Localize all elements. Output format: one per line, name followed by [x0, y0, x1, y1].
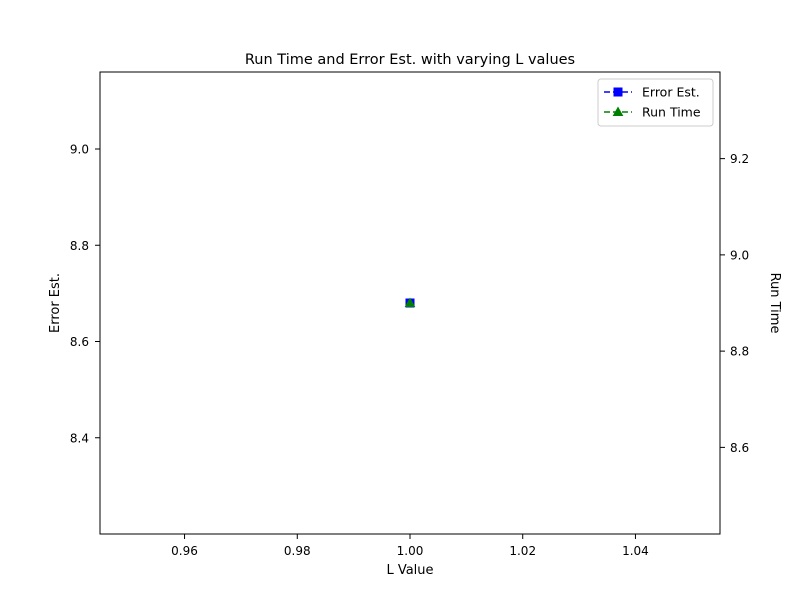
- plot-area: [404, 297, 416, 308]
- legend-box: [597, 78, 714, 127]
- x-tick-label: 0.96: [171, 544, 198, 558]
- right-y-axis-label: Run Time: [767, 273, 782, 334]
- legend-marker: [613, 87, 623, 97]
- x-tick-label: 1.02: [509, 544, 536, 558]
- right-y-tick-label: 9.0: [730, 248, 749, 262]
- legend: Error Est. Run Time: [597, 78, 714, 127]
- legend-label: Error Est.: [642, 85, 700, 100]
- legend-entries: Error Est. Run Time: [604, 85, 701, 120]
- left-y-tick-label: 8.8: [70, 239, 89, 253]
- right-y-tick-label: 8.8: [730, 345, 749, 359]
- x-tick-label: 0.98: [284, 544, 311, 558]
- right-y-axis-ticks: 8.6 8.8 9.0 9.2: [720, 152, 749, 455]
- left-y-axis-label: Error Est.: [48, 273, 63, 333]
- legend-label: Run Time: [642, 105, 701, 120]
- left-y-axis-ticks: 8.4 8.6 8.8 9.0: [70, 143, 100, 445]
- right-y-tick-label: 8.6: [730, 441, 749, 455]
- left-y-tick-label: 8.6: [70, 335, 89, 349]
- x-tick-label: 1.04: [622, 544, 649, 558]
- left-y-tick-label: 9.0: [70, 143, 89, 157]
- right-y-tick-label: 9.2: [730, 152, 749, 166]
- left-y-tick-label: 8.4: [70, 431, 89, 445]
- x-axis-ticks: 0.96 0.98 1.00 1.02 1.04: [171, 534, 649, 558]
- x-tick-label: 1.00: [397, 544, 424, 558]
- x-axis-label: L Value: [386, 563, 433, 578]
- data-point: [404, 297, 416, 307]
- chart-title: Run Time and Error Est. with varying L v…: [245, 52, 575, 68]
- legend-marker: [612, 106, 624, 116]
